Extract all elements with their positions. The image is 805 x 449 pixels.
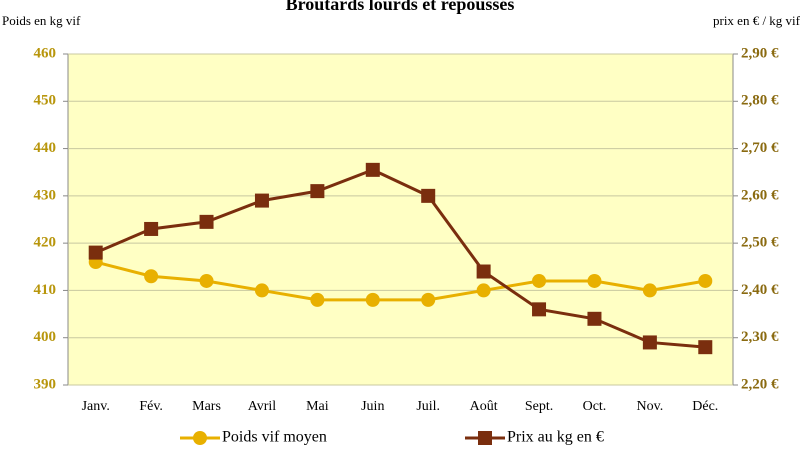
marker [698,273,713,288]
x-tick-label: Fév. [139,399,163,414]
y2-tick-label: 2,40 € [741,282,779,298]
marker [642,283,657,298]
y2-tick-label: 2,20 € [741,376,779,392]
y-tick-label: 440 [34,140,57,156]
marker [254,193,269,208]
y-tick-label: 410 [34,282,57,298]
marker [365,292,380,307]
marker [476,264,491,279]
legend-label: Prix au kg en € [507,429,604,446]
x-tick-label: Mai [306,399,329,414]
y-tick-label: 400 [34,329,57,345]
x-tick-label: Janv. [82,399,110,414]
y2-axis-label: prix en € / kg vif [713,13,801,28]
marker [478,431,492,445]
marker [532,302,547,317]
y2-tick-label: 2,70 € [741,140,779,156]
x-tick-label: Juil. [416,399,440,414]
y-tick-label: 450 [34,93,57,109]
y-tick-label: 390 [34,376,57,392]
x-tick-label: Août [470,399,498,414]
x-tick-label: Mars [192,399,221,414]
marker [193,431,207,445]
y2-tick-label: 2,50 € [741,235,779,251]
marker [476,283,491,298]
y2-tick-label: 2,90 € [741,45,779,61]
marker [587,273,602,288]
y2-tick-label: 2,30 € [741,329,779,345]
legend-label: Poids vif moyen [222,429,327,446]
x-tick-label: Oct. [583,399,607,414]
marker [587,311,602,326]
y-tick-label: 460 [34,45,57,61]
marker [310,292,325,307]
marker [144,269,159,284]
marker [199,273,214,288]
y-tick-label: 430 [34,187,57,203]
marker [532,273,547,288]
y-tick-label: 420 [34,235,57,251]
marker [698,340,713,355]
series-line [95,260,706,302]
marker [88,245,103,260]
marker [144,221,159,236]
marker [421,188,436,203]
x-tick-label: Nov. [637,399,664,414]
y2-tick-label: 2,80 € [741,93,779,109]
x-tick-label: Sept. [525,399,553,414]
y-axis-label: Poids en kg vif [2,13,81,28]
x-tick-label: Avril [248,399,277,414]
y2-tick-label: 2,60 € [741,187,779,203]
marker [642,335,657,350]
series-line [95,168,706,349]
x-tick-label: Déc. [692,399,718,414]
chart-title: Broutards lourds et repoussés [286,0,515,14]
marker [199,214,214,229]
marker [254,283,269,298]
x-tick-label: Juin [361,399,384,414]
marker [365,162,380,177]
marker [421,292,436,307]
marker [310,184,325,199]
